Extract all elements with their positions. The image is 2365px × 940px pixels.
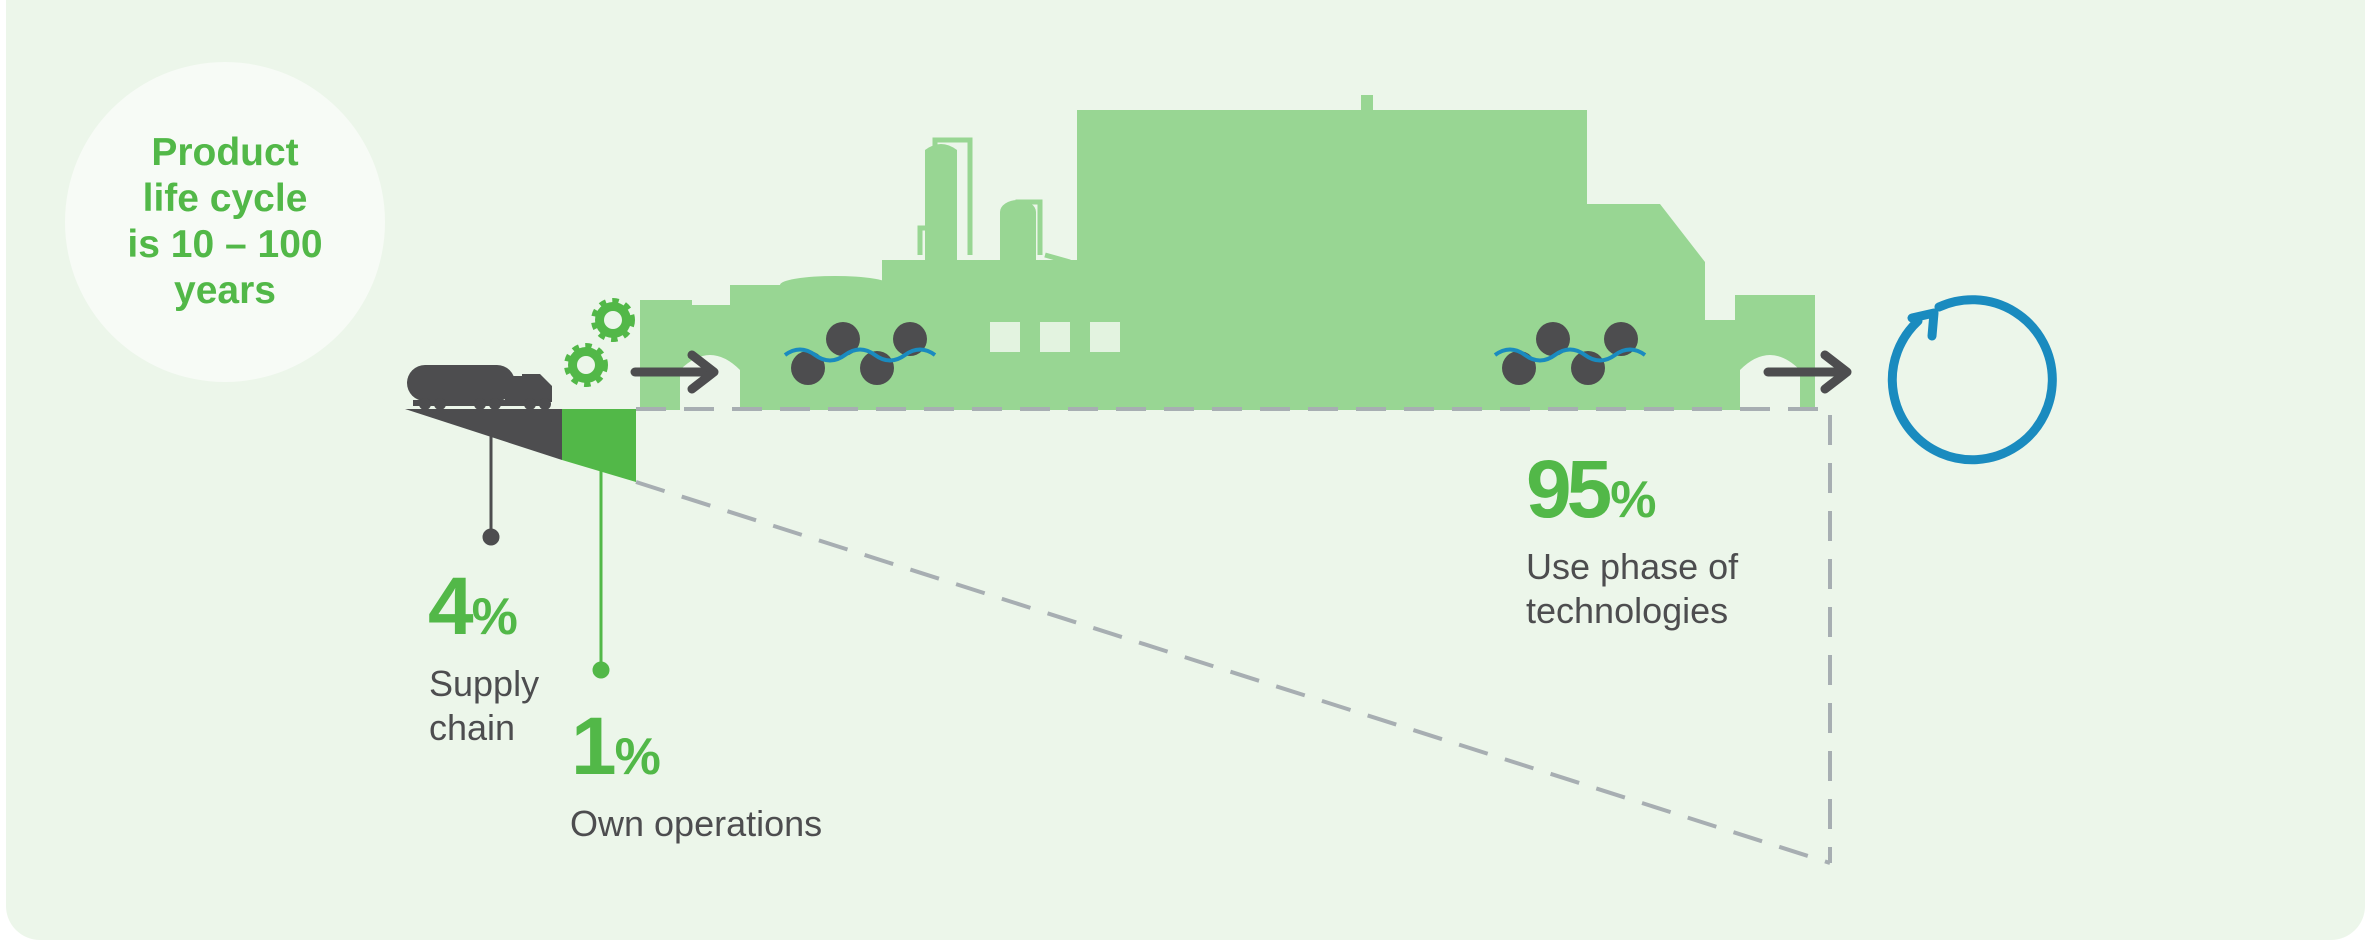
label-line: Use phase of [1526, 546, 1739, 587]
percent-unit: % [614, 728, 661, 786]
percent-value: 95 [1526, 444, 1612, 535]
life-cycle-line: years [174, 269, 276, 312]
life-cycle-info: Product life cycle is 10 – 100 years [66, 130, 384, 314]
arrow-right-icon [630, 350, 719, 394]
use-phase-wedge [635, 407, 1832, 865]
life-cycle-line: Product [151, 131, 299, 174]
life-cycle-line: life cycle [142, 177, 308, 220]
use-phase-percent: 95% [1526, 449, 1656, 531]
factory-pipes-icon [917, 137, 1071, 265]
recycle-arrow-icon [1887, 295, 2057, 465]
supply-chain-label: Supply chain [429, 662, 539, 750]
percent-unit: % [471, 588, 518, 646]
label-line: Supply [429, 663, 540, 704]
percent-value: 4 [428, 561, 474, 652]
arrow-right-icon [1763, 350, 1852, 394]
percent-value: 1 [571, 701, 617, 792]
supply-chain-percent: 4% [428, 566, 518, 648]
own-operations-wedge [562, 409, 636, 482]
supply-chain-callout [482, 433, 500, 546]
label-line: chain [429, 707, 516, 748]
water-wheel-icon [1493, 322, 1647, 385]
factory-windows [990, 322, 1120, 352]
label-line: Own operations [570, 803, 823, 844]
supply-chain-wedge [405, 409, 562, 460]
info-circle [65, 62, 385, 382]
own-operations-callout [592, 469, 610, 679]
own-operations-label: Own operations [570, 802, 822, 846]
use-phase-label: Use phase of technologies [1526, 545, 1738, 633]
gears-icon [564, 298, 635, 387]
life-cycle-line: is 10 – 100 [127, 223, 323, 266]
percent-unit: % [1610, 471, 1657, 529]
label-line: technologies [1526, 590, 1729, 631]
truck-icon [407, 365, 552, 410]
water-wheel-icon [783, 322, 937, 385]
own-operations-percent: 1% [571, 706, 661, 788]
